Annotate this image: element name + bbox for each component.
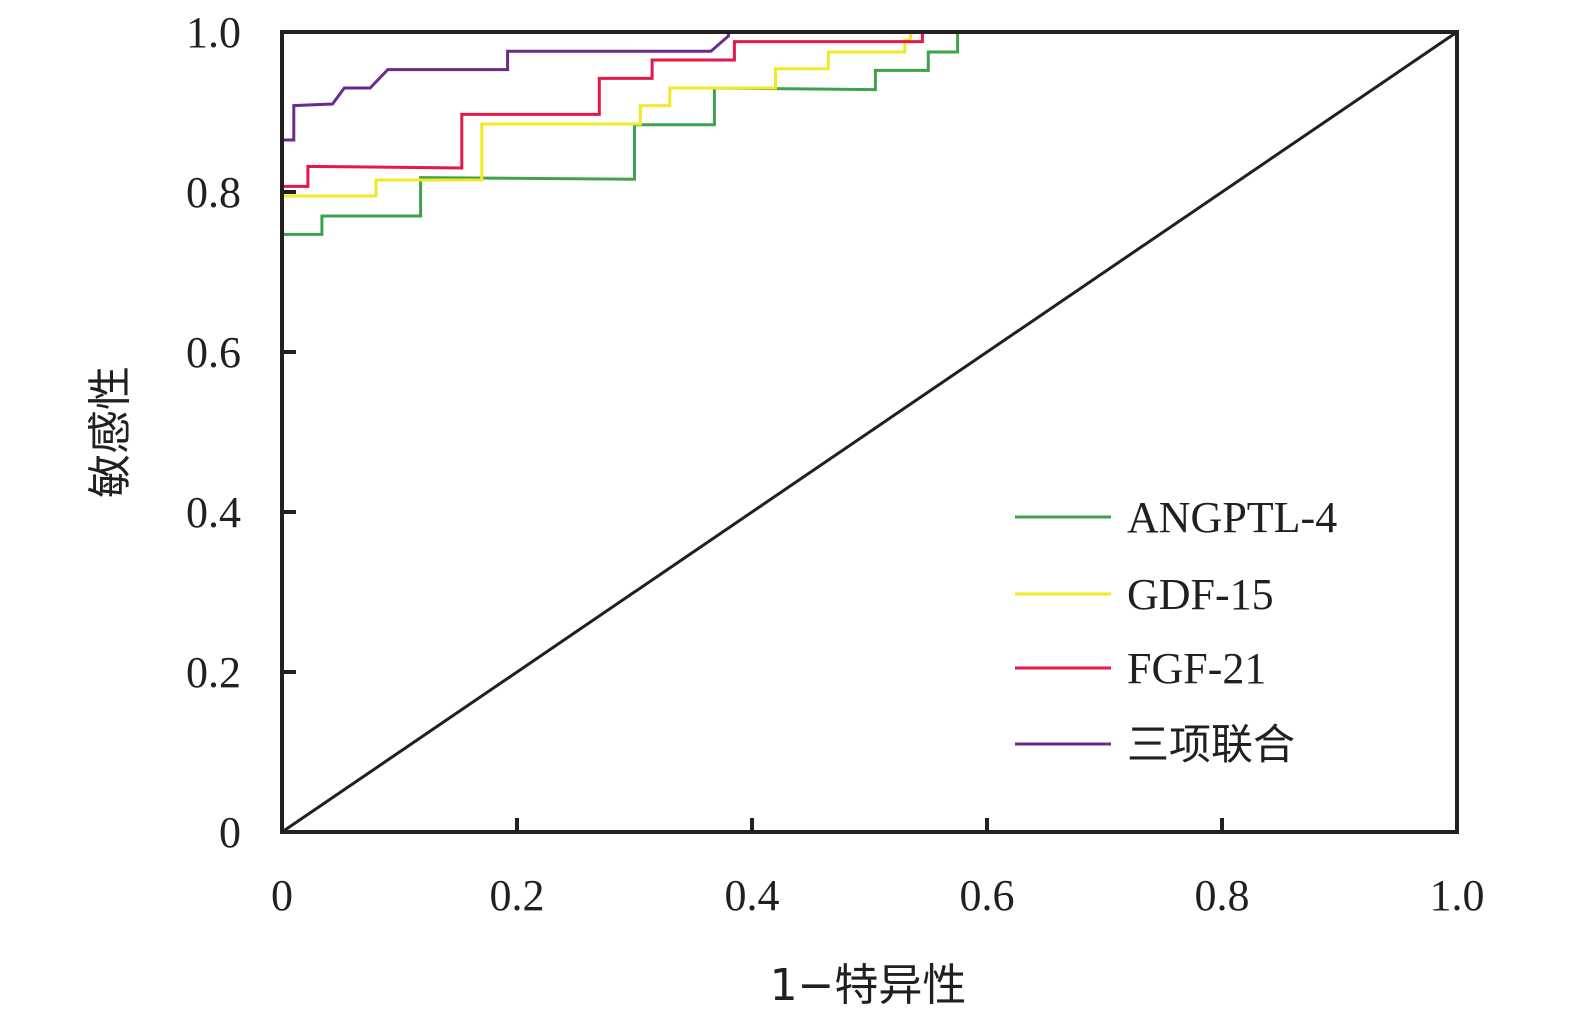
y-tick-label: 0.4 (186, 488, 241, 537)
legend-label-1: ANGPTL-4 (1127, 493, 1337, 542)
x-tick-label: 0.8 (1195, 871, 1250, 920)
y-tick-label: 0.8 (186, 168, 241, 217)
frame-layer (280, 30, 1459, 834)
reference-diagonal-line (281, 30, 1458, 834)
x-axis-title: 1−特异性 (770, 960, 967, 1011)
legend-label-3: FGF-21 (1127, 644, 1266, 693)
series-line-4 (282, 32, 730, 142)
y-axis-title: 敏感性 (85, 366, 136, 498)
legend-label-4: 三项联合 (1127, 720, 1295, 769)
legend-label-2: GDF-15 (1127, 570, 1274, 619)
x-tick-label: 0 (271, 871, 293, 920)
y-tick-label: 0.2 (186, 648, 241, 697)
series-line-1 (282, 32, 960, 236)
series-layer (281, 30, 1458, 834)
y-tick-label: 0 (219, 808, 241, 857)
legend: ANGPTL-4 GDF-15 FGF-21 三项联合 (1015, 493, 1337, 769)
y-tick-label: 1.0 (186, 8, 241, 57)
series-line-2 (282, 32, 913, 198)
x-tick-label: 1.0 (1430, 871, 1485, 920)
ticks-layer: 0 0.2 0.4 0.6 0.8 1.0 0 0.2 0.4 0.6 0.8 1.0 (186, 8, 1485, 920)
y-tick-label: 0.6 (186, 328, 241, 377)
series-line-3 (282, 32, 924, 188)
x-tick-label: 0.6 (960, 871, 1015, 920)
plot-frame (280, 30, 1459, 834)
x-tick-label: 0.2 (490, 871, 545, 920)
x-tick-label: 0.4 (725, 871, 780, 920)
